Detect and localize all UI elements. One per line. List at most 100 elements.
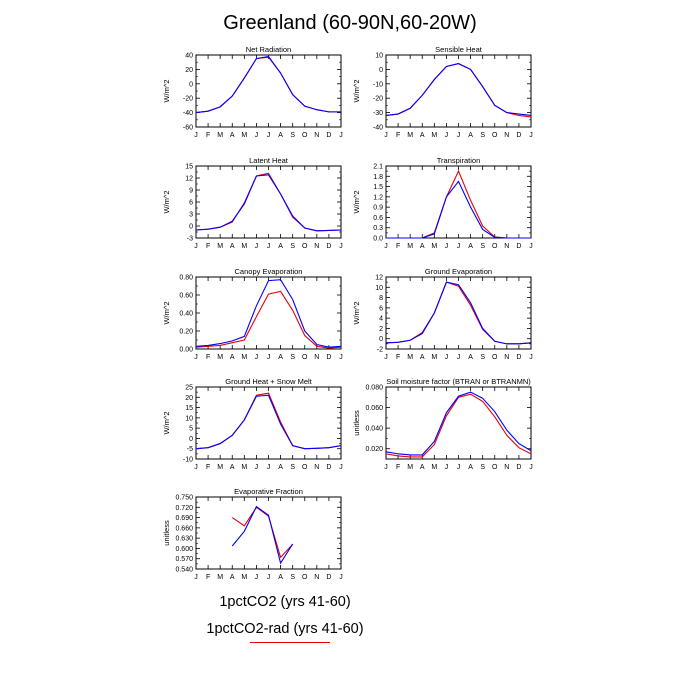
y-axis-label: W/m^2 — [162, 411, 171, 434]
panel-title: Sensible Heat — [435, 45, 483, 54]
y-tick-label: 4 — [379, 316, 383, 323]
y-tick-label: 0 — [379, 67, 383, 74]
panel-4: Transpiration W/m^2 0.0 0.3 0.6 0.9 1.2 1.5 1.8 2… — [352, 156, 533, 250]
series-line-red — [385, 393, 532, 458]
y-tick-label: -20 — [183, 96, 193, 103]
y-tick-label: 1.8 — [373, 174, 383, 181]
figure-title: Greenland (60-90N,60-20W) — [223, 12, 477, 34]
x-tick-label: M — [431, 132, 437, 139]
y-tick-label: 20 — [185, 395, 193, 402]
x-tick-label: A — [230, 574, 235, 581]
x-tick-label: J — [267, 354, 271, 361]
x-tick-label: F — [206, 243, 210, 250]
x-tick-label: A — [278, 574, 283, 581]
x-tick-label: D — [516, 132, 521, 139]
series-line-blue — [195, 55, 341, 114]
y-tick-label: 10 — [375, 53, 383, 60]
x-tick-label: J — [445, 354, 449, 361]
y-tick-label: 0.6 — [373, 215, 383, 222]
series-line-red — [231, 506, 294, 559]
y-tick-label: 0.00 — [179, 347, 193, 354]
legend-entry-red-swatch — [250, 642, 330, 643]
y-tick-label: -60 — [183, 125, 193, 132]
x-tick-label: O — [302, 574, 308, 581]
y-tick-label: 0.0 — [373, 236, 383, 243]
y-tick-label: 0.080 — [365, 385, 383, 392]
x-tick-label: N — [314, 574, 319, 581]
y-tick-label: 6 — [189, 200, 193, 207]
y-axis-label: W/m^2 — [162, 79, 171, 102]
panel-title: Transpiration — [437, 156, 481, 165]
x-tick-label: J — [194, 132, 198, 139]
x-tick-label: F — [396, 464, 400, 471]
x-tick-label: M — [431, 354, 437, 361]
x-tick-label: S — [290, 574, 295, 581]
x-tick-label: A — [420, 132, 425, 139]
x-tick-label: J — [267, 243, 271, 250]
y-axis-label: W/m^2 — [162, 301, 171, 324]
series-line-blue — [195, 394, 342, 450]
x-tick-label: A — [278, 464, 283, 471]
y-axis-label: unitless — [352, 410, 361, 436]
y-tick-label: 0.20 — [179, 329, 193, 336]
y-tick-label: 0.630 — [175, 536, 193, 543]
panel-title: Latent Heat — [249, 156, 289, 165]
x-tick-label: J — [255, 574, 259, 581]
x-tick-label: J — [194, 354, 198, 361]
x-tick-label: O — [302, 243, 308, 250]
x-tick-label: D — [516, 243, 521, 250]
y-tick-label: 2 — [379, 326, 383, 333]
y-tick-label: -40 — [183, 110, 193, 117]
x-tick-label: N — [504, 243, 509, 250]
x-tick-label: J — [194, 464, 198, 471]
series-line-red — [195, 290, 342, 349]
y-tick-label: -40 — [373, 125, 383, 132]
x-tick-label: O — [492, 132, 498, 139]
legend-entry-red-label: 1pctCO2-rad (yrs 41-60) — [206, 621, 364, 637]
x-tick-label: N — [504, 354, 509, 361]
series-line-blue — [195, 279, 342, 348]
series-line-blue — [385, 63, 532, 117]
y-tick-label: 5 — [189, 426, 193, 433]
x-tick-label: S — [290, 464, 295, 471]
x-tick-label: M — [407, 243, 413, 250]
x-tick-label: S — [480, 243, 485, 250]
y-tick-label: -20 — [373, 96, 383, 103]
y-tick-label: 1.2 — [373, 194, 383, 201]
panel-title: Soil moisture factor (BTRAN or BTRANMN) — [386, 377, 531, 386]
x-tick-label: A — [230, 243, 235, 250]
series-line-blue — [385, 281, 532, 345]
x-tick-label: J — [384, 132, 388, 139]
x-tick-label: M — [431, 464, 437, 471]
panel-5: Canopy Evaporation W/m^2 0.00 0.20 0.40 0.60 0… — [162, 267, 343, 361]
x-tick-label: J — [445, 243, 449, 250]
x-tick-label: O — [492, 243, 498, 250]
panel-title: Ground Heat + Snow Melt — [225, 377, 312, 386]
y-tick-label: 0.660 — [175, 525, 193, 532]
y-tick-label: 20 — [185, 67, 193, 74]
x-tick-label: F — [206, 132, 210, 139]
x-tick-label: F — [396, 354, 400, 361]
y-axis-label: W/m^2 — [352, 301, 361, 324]
y-tick-label: -30 — [373, 110, 383, 117]
y-tick-label: -5 — [187, 446, 193, 453]
series-line-red — [195, 56, 341, 114]
x-tick-label: D — [516, 354, 521, 361]
y-tick-label: 9 — [189, 188, 193, 195]
y-tick-label: 0.80 — [179, 275, 193, 282]
plot-frame — [195, 496, 342, 570]
x-tick-label: A — [420, 354, 425, 361]
y-tick-label: 8 — [379, 295, 383, 302]
plot-frame — [385, 54, 532, 128]
x-tick-label: A — [230, 132, 235, 139]
x-tick-label: O — [492, 354, 498, 361]
y-tick-label: 0 — [189, 436, 193, 443]
x-tick-label: J — [457, 243, 461, 250]
panel-title: Ground Evaporation — [425, 267, 492, 276]
x-tick-label: M — [407, 354, 413, 361]
y-tick-label: 10 — [185, 415, 193, 422]
y-tick-label: 0.020 — [365, 446, 383, 453]
x-tick-label: J — [255, 354, 259, 361]
